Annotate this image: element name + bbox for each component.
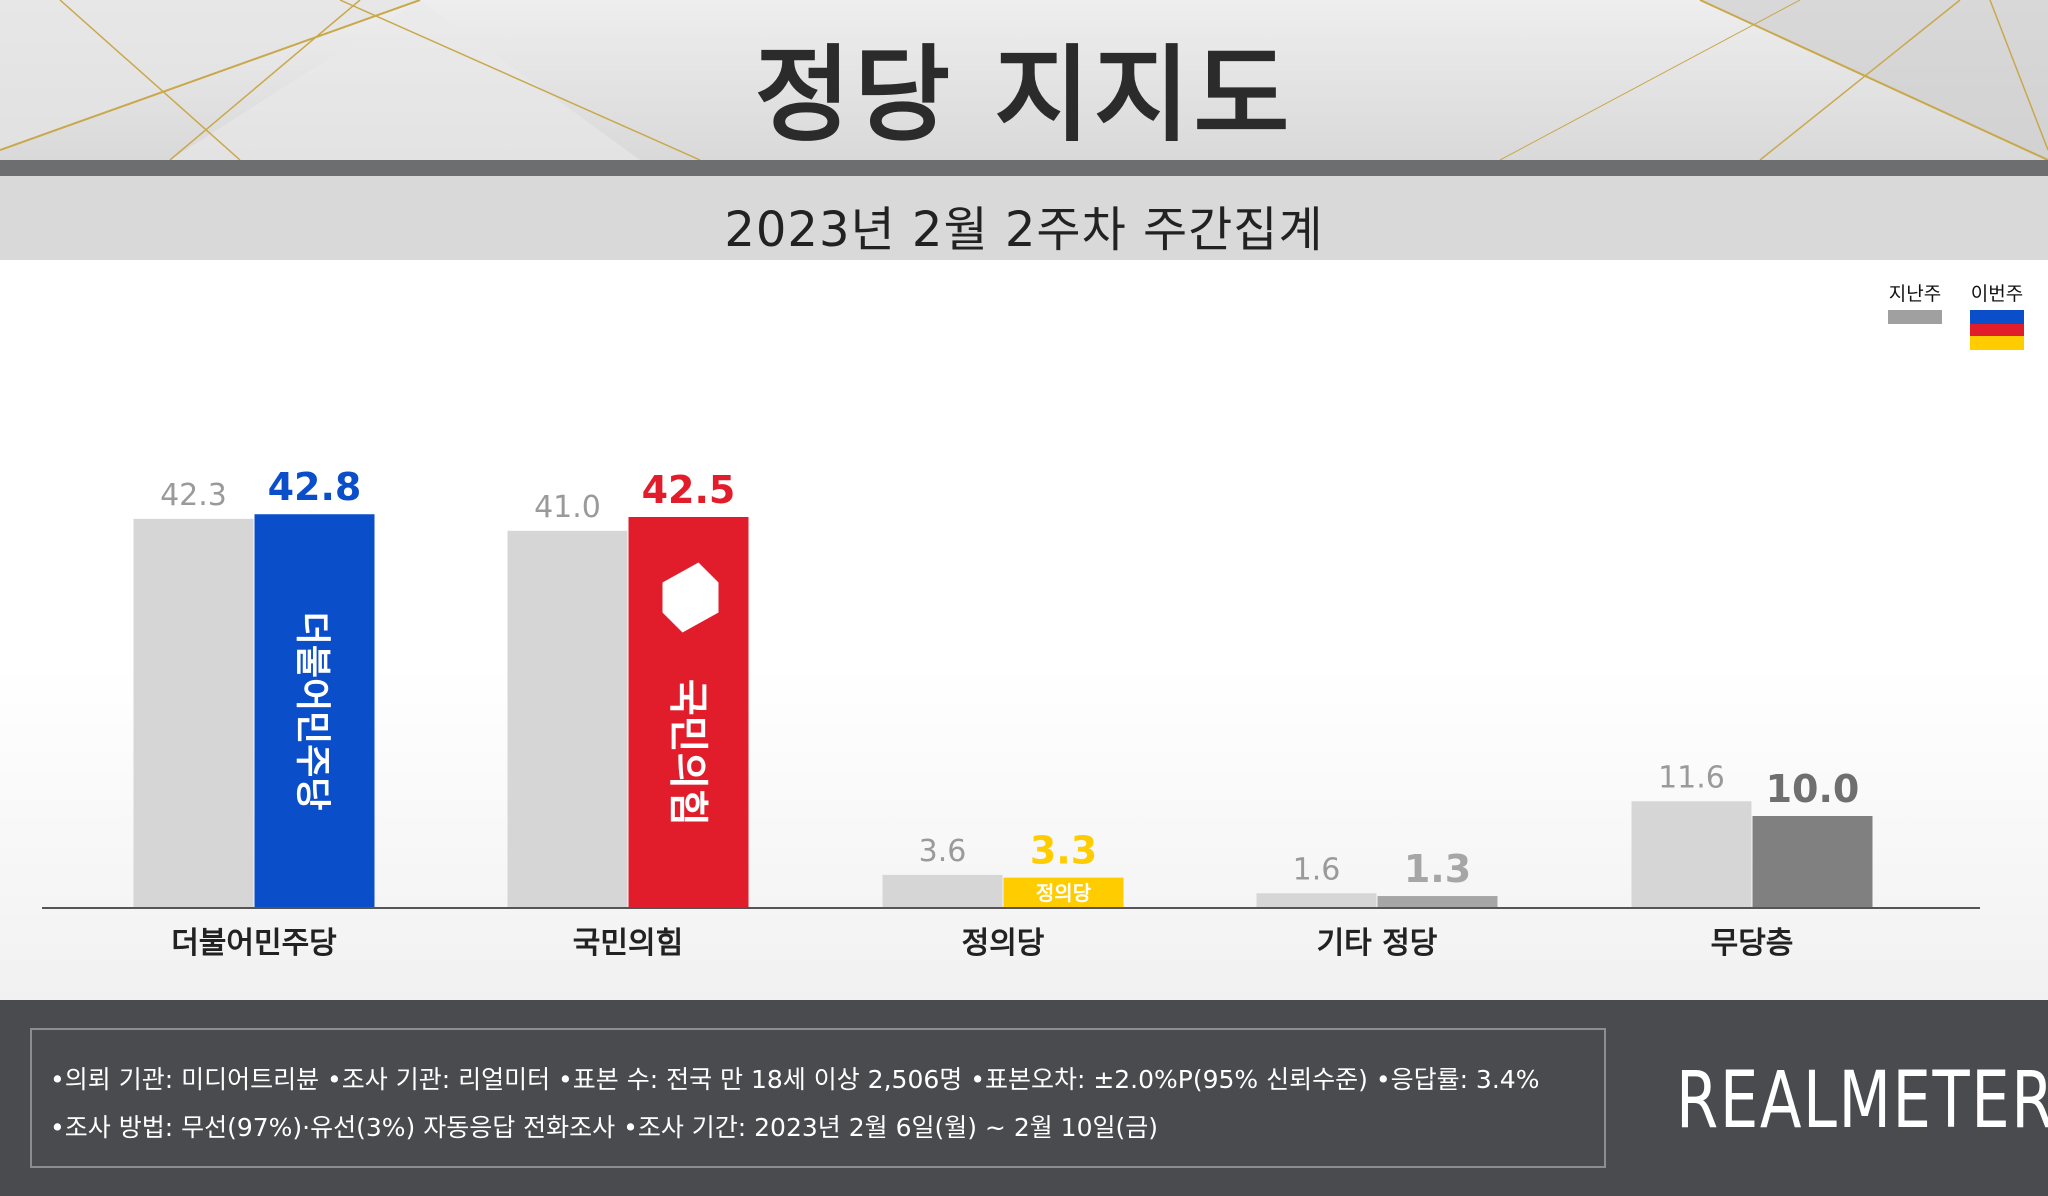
tick-label-3: 기타 정당 bbox=[1317, 926, 1438, 961]
value-label-previous-4: 11.6 bbox=[1658, 760, 1725, 795]
bar-current-3 bbox=[1377, 896, 1498, 908]
legend: 지난주 이번주 bbox=[1888, 283, 2024, 350]
bar-previous-1 bbox=[507, 530, 628, 908]
footer: •의뢰 기관: 미디어트리뷴 •조사 기관: 리얼미터 •표본 수: 전국 만 … bbox=[0, 1000, 2048, 1196]
tick-label-2: 정의당 bbox=[962, 926, 1045, 961]
tick-label-4: 무당층 bbox=[1711, 926, 1794, 961]
bar-previous-2 bbox=[882, 874, 1003, 908]
legend-current-swatch-red bbox=[1970, 324, 2024, 336]
realmeter-logo: REALMETER bbox=[1676, 1056, 2048, 1146]
bar-current-4 bbox=[1752, 816, 1873, 908]
survey-info-box: •의뢰 기관: 미디어트리뷴 •조사 기관: 리얼미터 •표본 수: 전국 만 … bbox=[30, 1028, 1606, 1168]
value-label-current-4: 10.0 bbox=[1766, 767, 1860, 811]
tick-label-0: 더불어민주당 bbox=[171, 926, 337, 961]
legend-current-swatch-blue bbox=[1970, 310, 2024, 324]
value-label-previous-0: 42.3 bbox=[160, 478, 227, 513]
bar-logo-1: 국민의힘 bbox=[665, 679, 711, 826]
bar-previous-0 bbox=[133, 518, 254, 908]
gold-line-decoration bbox=[0, 0, 2048, 160]
value-label-current-3: 1.3 bbox=[1404, 847, 1471, 891]
bar-current-0 bbox=[254, 514, 375, 908]
legend-current-swatch-yellow bbox=[1970, 336, 2024, 350]
bar-chart: 지난주 이번주 42.3 42.8 더불어민주당 41.0 42.5 국민의힘 3.6 3.3… bbox=[42, 283, 2024, 961]
survey-info-line-2: •조사 방법: 무선(97%)·유선(3%) 자동응답 전화조사 •조사 기간:… bbox=[50, 1113, 1159, 1142]
value-label-previous-2: 3.6 bbox=[919, 834, 967, 869]
subheader-bar: 2023년 2월 2주차 주간집계 bbox=[0, 176, 2048, 260]
legend-previous-swatch bbox=[1888, 310, 1942, 324]
chart-title: 정당 지지도 bbox=[754, 34, 1294, 156]
x-axis-ticks: 더불어민주당 국민의힘 정의당 기타 정당 무당층 bbox=[171, 926, 1793, 961]
bar-group: 42.3 42.8 더불어민주당 41.0 42.5 국민의힘 3.6 3.3 정의당 1.6 1.… bbox=[133, 465, 1873, 908]
legend-previous-label: 지난주 bbox=[1889, 283, 1941, 305]
bar-logo-2: 정의당 bbox=[1036, 881, 1092, 905]
header-banner: 정당 지지도 bbox=[0, 0, 2048, 160]
bar-previous-4 bbox=[1631, 801, 1752, 908]
value-label-current-0: 42.8 bbox=[268, 465, 362, 509]
bar-logo-0: 더불어민주당 bbox=[292, 612, 333, 811]
bar-previous-3 bbox=[1256, 893, 1377, 908]
value-label-previous-3: 1.6 bbox=[1293, 852, 1341, 887]
value-label-current-2: 3.3 bbox=[1030, 829, 1097, 873]
header-divider bbox=[0, 160, 2048, 176]
survey-info-line-1: •의뢰 기관: 미디어트리뷴 •조사 기관: 리얼미터 •표본 수: 전국 만 … bbox=[50, 1065, 1540, 1094]
ppp-logo-mark bbox=[662, 562, 719, 633]
tick-label-1: 국민의힘 bbox=[573, 926, 683, 961]
legend-current-label: 이번주 bbox=[1971, 283, 2023, 305]
value-label-current-1: 42.5 bbox=[642, 468, 736, 512]
value-label-previous-1: 41.0 bbox=[534, 490, 601, 525]
bar-current-2 bbox=[1003, 877, 1124, 908]
chart-area: 지난주 이번주 42.3 42.8 더불어민주당 41.0 42.5 국민의힘 3.6 3.3… bbox=[0, 260, 2048, 1000]
chart-subtitle: 2023년 2월 2주차 주간집계 bbox=[724, 202, 1324, 258]
